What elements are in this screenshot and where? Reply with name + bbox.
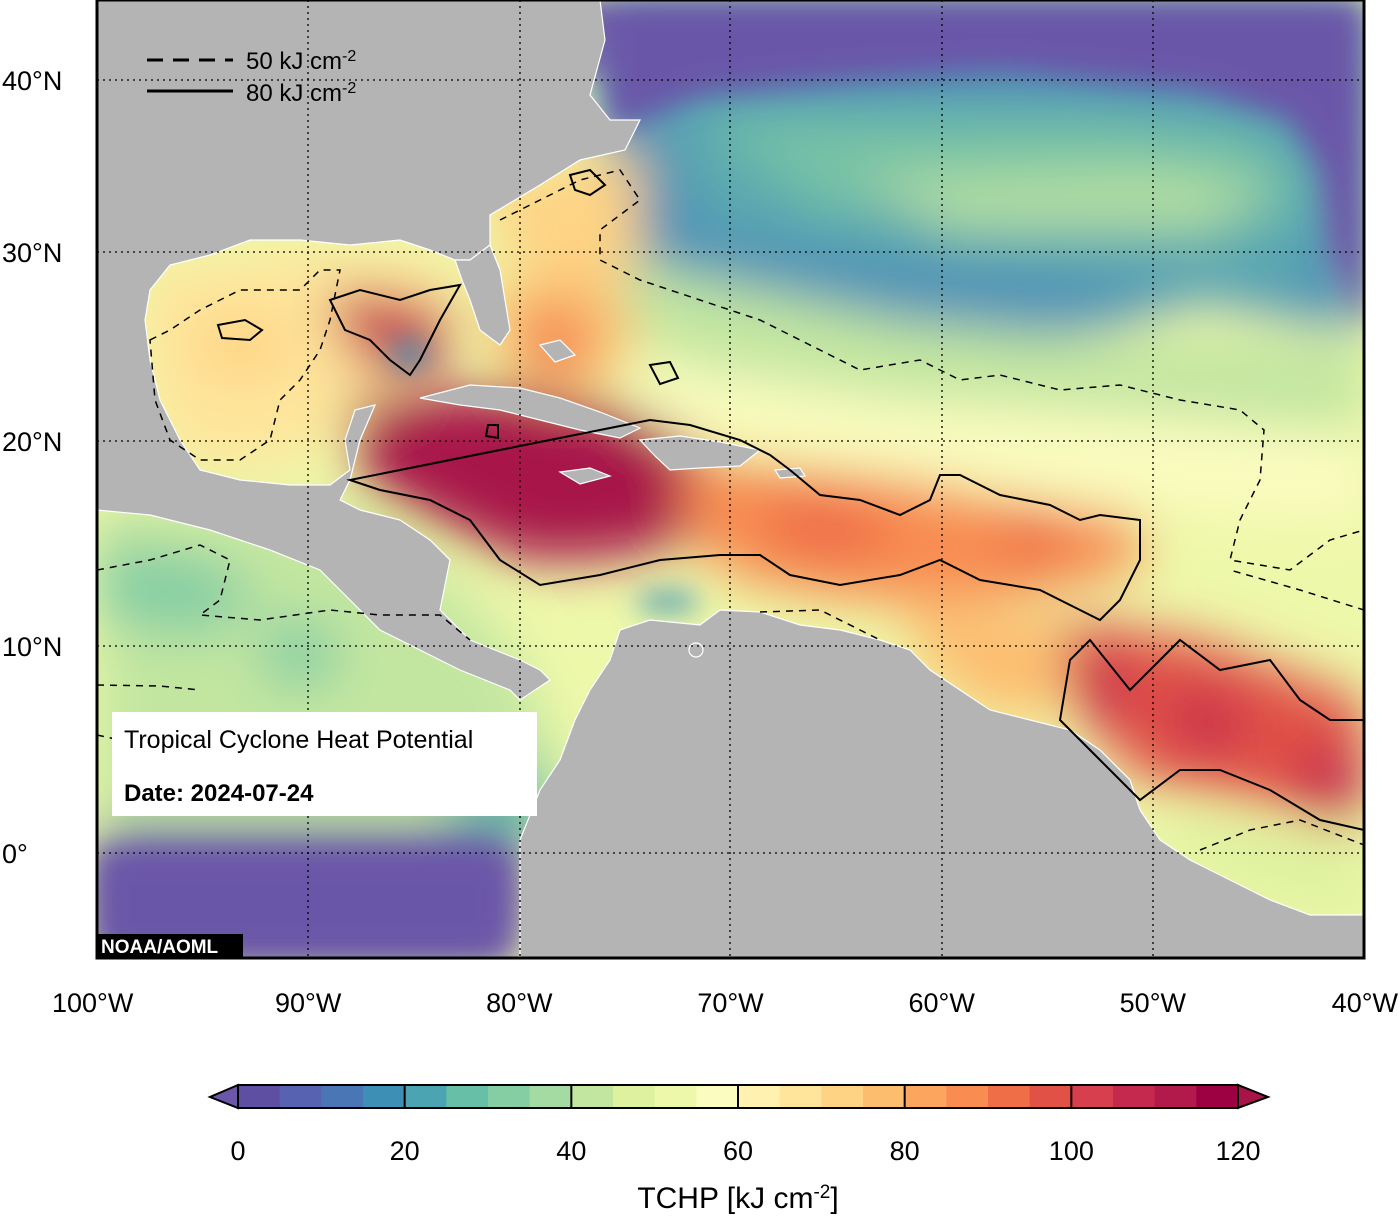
colorbar-swatch bbox=[946, 1085, 989, 1108]
colorbar-swatch bbox=[988, 1085, 1031, 1108]
colorbar-swatch bbox=[1029, 1085, 1072, 1108]
colorbar-swatch bbox=[363, 1085, 406, 1108]
colorbar-low-arrow bbox=[207, 1083, 239, 1110]
contour-50-east-south bbox=[1199, 819, 1364, 851]
latitude-label: 20°N bbox=[2, 427, 62, 457]
colorbar-swatch bbox=[1113, 1085, 1156, 1108]
contour-80-caribbean bbox=[346, 418, 1141, 622]
latitude-label: 10°N bbox=[2, 632, 62, 662]
legend-dashed-label: 50 kJ cm-2 bbox=[246, 48, 356, 76]
map-title: Tropical Cyclone Heat Potential bbox=[124, 726, 473, 754]
colorbar-ticks: 0 20 40 60 80 100 120 bbox=[230, 1085, 1261, 1166]
contour-80-east bbox=[1058, 638, 1364, 832]
latitude-labels: 40°N 30°N 20°N 10°N 0° bbox=[2, 66, 62, 869]
longitude-label: 60°W bbox=[909, 988, 976, 1018]
colorbar-swatch bbox=[571, 1085, 614, 1108]
colorbar-tick-label: 100 bbox=[1049, 1136, 1094, 1166]
contour-80-loop-current bbox=[328, 283, 462, 377]
credit-badge: NOAA/AOML bbox=[97, 934, 243, 958]
colorbar-swatch bbox=[1154, 1085, 1197, 1108]
latitude-label: 0° bbox=[2, 839, 28, 869]
map-frame bbox=[95, 0, 1366, 960]
contour-80-small-2 bbox=[648, 360, 680, 386]
colorbar-high-arrow bbox=[1237, 1083, 1271, 1110]
colorbar-tick-label: 120 bbox=[1215, 1136, 1260, 1166]
colorbar-tick-label: 60 bbox=[723, 1136, 753, 1166]
contour-80-small-1 bbox=[568, 168, 607, 197]
colorbar-swatch bbox=[863, 1085, 906, 1108]
colorbar-swatch bbox=[404, 1085, 447, 1108]
longitude-label: 80°W bbox=[486, 988, 553, 1018]
title-box: Tropical Cyclone Heat Potential Date: 20… bbox=[112, 712, 537, 816]
contour-50-gulf bbox=[149, 269, 341, 461]
colorbar-swatch bbox=[446, 1085, 489, 1108]
colorbar-swatch bbox=[488, 1085, 531, 1108]
tchp-field bbox=[97, 0, 1364, 958]
colorbar-tick-label: 20 bbox=[390, 1136, 420, 1166]
longitude-label: 100°W bbox=[52, 988, 134, 1018]
colorbar-tick-label: 0 bbox=[230, 1136, 245, 1166]
longitude-label: 70°W bbox=[697, 988, 764, 1018]
colorbar-swatch bbox=[613, 1085, 656, 1108]
credit-text: NOAA/AOML bbox=[101, 937, 219, 958]
legend-solid-label: 80 kJ cm-2 bbox=[246, 80, 356, 108]
colorbar-swatch bbox=[696, 1085, 739, 1108]
colorbar-swatch bbox=[279, 1085, 322, 1108]
colorbar-swatch bbox=[1196, 1085, 1239, 1108]
contour-50-atlantic bbox=[499, 169, 1364, 611]
longitude-label: 90°W bbox=[275, 988, 342, 1018]
contour-50-sa bbox=[759, 609, 881, 641]
colorbar-swatches bbox=[238, 1085, 1239, 1108]
latitude-label: 30°N bbox=[2, 238, 62, 268]
colorbar: 0 20 40 60 80 100 120 TCHP [kJ cm-2] bbox=[207, 1083, 1271, 1216]
colorbar-swatch bbox=[904, 1085, 947, 1108]
colorbar-swatch bbox=[821, 1085, 864, 1108]
contour-legend: 50 kJ cm-2 80 kJ cm-2 bbox=[147, 48, 356, 108]
colorbar-swatch bbox=[321, 1085, 364, 1108]
colorbar-swatch bbox=[779, 1085, 822, 1108]
map-panel: 50 kJ cm-2 80 kJ cm-2 Tropical Cyclone H… bbox=[95, 0, 1366, 960]
colorbar-swatch bbox=[654, 1085, 697, 1108]
longitude-label: 50°W bbox=[1120, 988, 1187, 1018]
contour-80-gulf bbox=[216, 318, 264, 342]
contour-80-small-3 bbox=[484, 424, 499, 440]
colorbar-tick-label: 40 bbox=[556, 1136, 586, 1166]
colorbar-tick-label: 80 bbox=[890, 1136, 920, 1166]
contour-50-pacific bbox=[97, 544, 471, 641]
colorbar-title: TCHP [kJ cm-2] bbox=[637, 1182, 838, 1216]
colorbar-swatch bbox=[1071, 1085, 1114, 1108]
colorbar-swatch bbox=[738, 1085, 781, 1108]
colorbar-swatch bbox=[529, 1085, 572, 1108]
longitude-label: 40°W bbox=[1332, 988, 1399, 1018]
colorbar-swatch bbox=[238, 1085, 281, 1108]
longitude-labels: 100°W 90°W 80°W 70°W 60°W 50°W 40°W bbox=[52, 988, 1399, 1018]
latitude-label: 40°N bbox=[2, 66, 62, 96]
contours bbox=[97, 168, 1364, 851]
map-date: Date: 2024-07-24 bbox=[124, 780, 314, 807]
